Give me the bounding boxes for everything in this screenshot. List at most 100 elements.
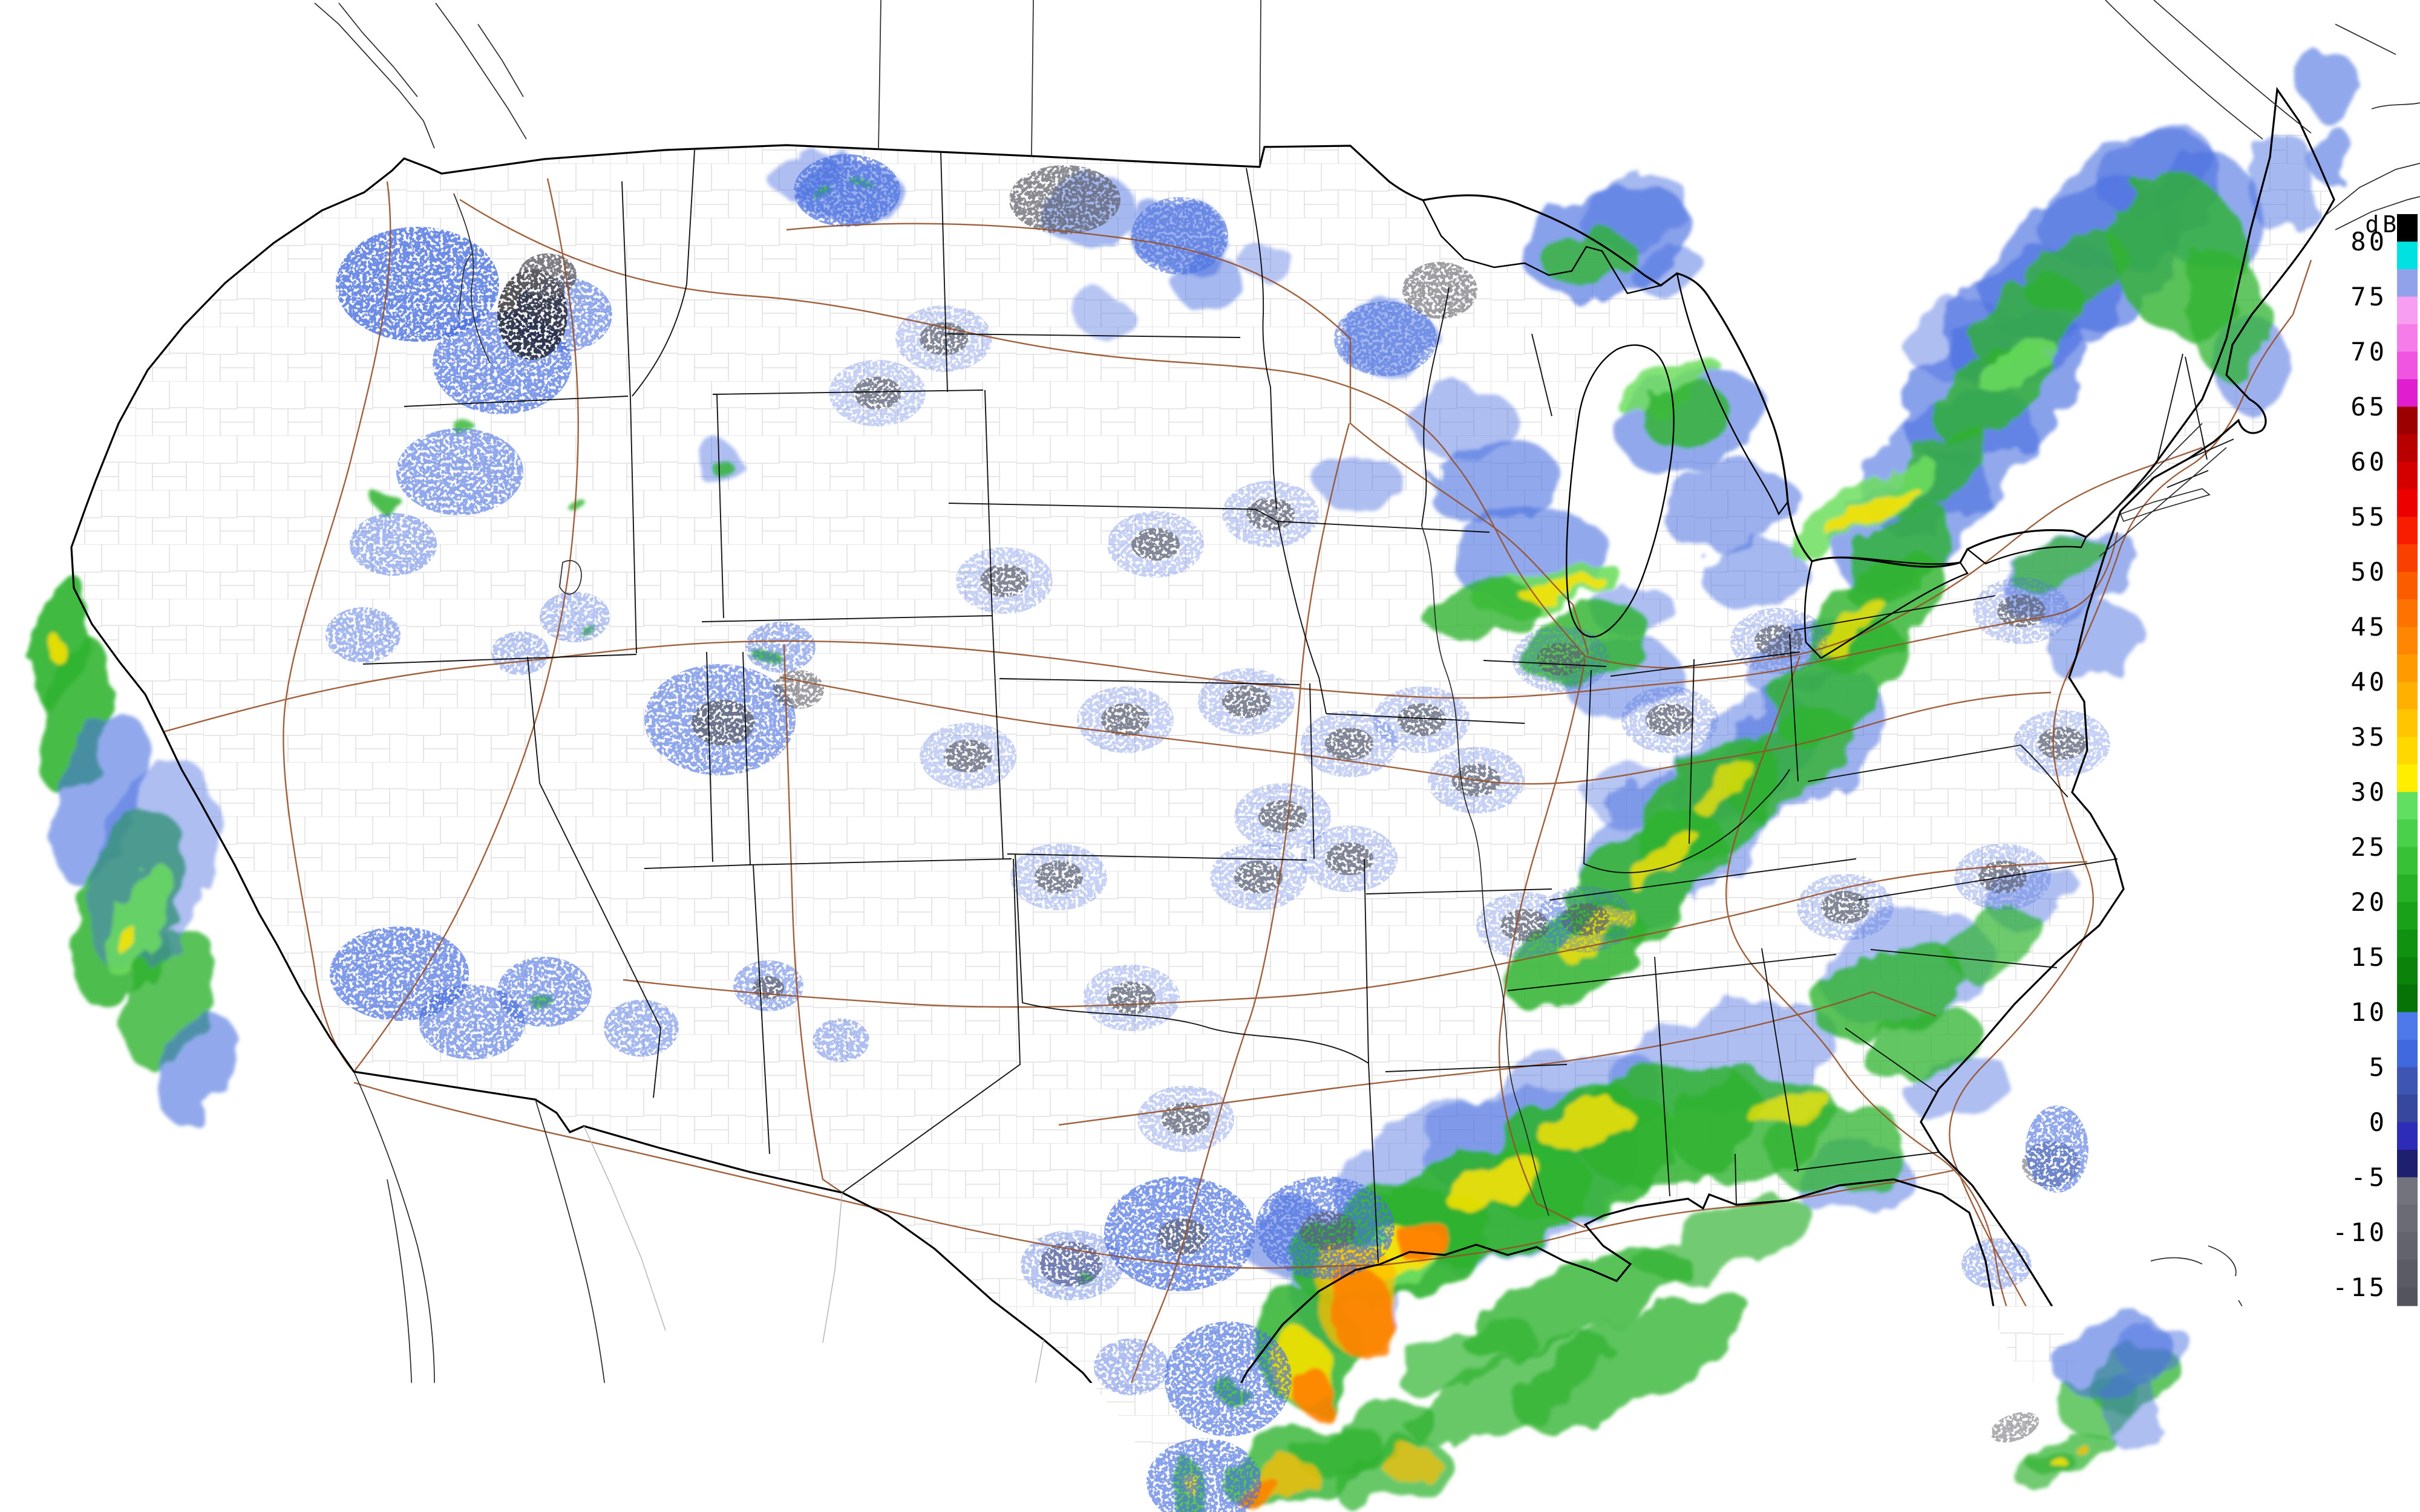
colorbar-tick-label: -5	[2350, 1162, 2387, 1192]
colorbar-tick-label: 20	[2350, 887, 2387, 917]
radar-echo	[1072, 295, 1130, 334]
colorbar-tick-label: -15	[2332, 1272, 2387, 1302]
colorbar-segment	[2397, 709, 2418, 737]
colorbar-segment	[2397, 902, 2418, 930]
radar-echo	[373, 493, 401, 511]
radar-echo	[1021, 1230, 1123, 1300]
colorbar-segment	[2397, 599, 2418, 627]
colorbar-segment	[2397, 820, 2418, 847]
radar-echo	[497, 957, 592, 1027]
colorbar-segment	[2397, 792, 2418, 820]
colorbar-segment	[2397, 847, 2418, 875]
colorbar-segment	[2397, 1453, 2418, 1481]
radar-echo	[708, 458, 732, 474]
niu-logo: NIU Northern Illinois University Your Fu…	[39, 1429, 518, 1510]
colorbar-tick-label: -30	[2332, 1438, 2387, 1467]
colorbar-segment	[2397, 1012, 2418, 1040]
radar-echo	[1131, 197, 1228, 275]
radar-echo	[753, 976, 784, 999]
radar-echo	[1258, 800, 1307, 833]
radar-echo	[396, 428, 523, 515]
radar-echo	[1246, 498, 1295, 530]
radar-echo	[350, 513, 437, 576]
colorbar-segment	[2397, 654, 2418, 682]
colorbar-segment	[2397, 434, 2418, 462]
radar-echo	[853, 377, 901, 409]
university-name: Northern Illinois University	[115, 1441, 518, 1475]
radar-echo	[2098, 1372, 2161, 1447]
radar-echo	[1035, 861, 1083, 893]
radar-echo	[540, 591, 610, 642]
colorbar-tick-label: 50	[2350, 557, 2387, 587]
colorbar-segment	[2397, 1040, 2418, 1067]
radar-echo	[2075, 1444, 2088, 1453]
radar-echo	[1131, 528, 1180, 561]
colorbar-tick-label: 5	[2369, 1052, 2387, 1082]
radar-echo	[1300, 1211, 1356, 1250]
colorbar-segment	[2397, 930, 2418, 957]
colorbar-segment	[2397, 1260, 2418, 1288]
colorbar-segment	[2397, 242, 2418, 270]
radar-echo	[2304, 47, 2355, 122]
colorbar-tick-label: 30	[2350, 777, 2387, 807]
radar-echo	[325, 607, 401, 663]
colorbar-segment	[2397, 1178, 2418, 1205]
radar-echo	[1107, 982, 1156, 1014]
colorbar-tick-label: 75	[2350, 282, 2387, 311]
colorbar-segment	[2397, 1233, 2418, 1260]
radar-mosaic-screen: 80 75 70 65 60 55 50 45 40 35 30 25 20 15 10 5 0 -5 -10 -15…	[0, 0, 2420, 1512]
radar-echo	[491, 631, 549, 675]
radar-echo	[1821, 891, 1869, 924]
colorbar-segment	[2397, 1205, 2418, 1233]
colorbar-segment	[2397, 1067, 2418, 1095]
colorbar-tick-label: 45	[2350, 612, 2387, 642]
radar-echo	[2245, 130, 2317, 233]
radar-echo	[2038, 727, 2086, 760]
colorbar-segment	[2397, 572, 2418, 600]
colorbar-segment	[2397, 1398, 2418, 1426]
radar-echo	[2312, 127, 2356, 190]
radar-echo	[813, 1018, 869, 1062]
colorbar-tick-label: 60	[2350, 447, 2387, 477]
colorbar-segment	[2397, 875, 2418, 902]
colorbar-tick-label: 15	[2350, 942, 2387, 972]
colorbar-segment	[2397, 627, 2418, 655]
radar-echo	[980, 564, 1028, 597]
colorbar-segment	[2397, 1123, 2418, 1150]
colorbar-tick-label: 40	[2350, 667, 2387, 697]
colorbar-segment	[2397, 544, 2418, 572]
colorbar-segment	[2397, 324, 2418, 352]
radar-echo	[1222, 685, 1270, 718]
colorbar-segment	[2397, 517, 2418, 545]
colorbar-segment	[2397, 1095, 2418, 1123]
radar-echo	[745, 622, 816, 673]
radar-echo	[1646, 703, 1694, 736]
radar-echo	[773, 670, 824, 709]
colorbar-segment	[2397, 957, 2418, 985]
colorbar-segment	[2397, 682, 2418, 710]
radar-echo	[1157, 1219, 1208, 1255]
radar-echo	[1239, 241, 1290, 279]
radar-echo	[1997, 595, 2046, 627]
colorbar-segment	[2397, 764, 2418, 792]
colorbar-segment	[2397, 462, 2418, 490]
colorbar-tick-label: 65	[2350, 392, 2387, 422]
radar-echo	[1325, 842, 1373, 875]
colorbar-unit-label: dBZ	[2365, 211, 2418, 238]
colorbar-tick-label: -10	[2332, 1217, 2387, 1247]
colorbar-segment	[2397, 1343, 2418, 1370]
colorbar-segment	[2397, 407, 2418, 435]
shield-niu-label: NIU	[54, 1484, 83, 1502]
niu-shield-icon: NIU	[39, 1429, 99, 1510]
colorbar-segment	[2397, 489, 2418, 517]
radar-echo	[1009, 165, 1120, 234]
radar-echo	[2052, 1458, 2068, 1469]
radar-echo	[794, 154, 900, 227]
colorbar-tick-label: -25	[2332, 1383, 2387, 1412]
colorbar-segment	[2397, 269, 2418, 297]
colorbar-tick-label: 70	[2350, 337, 2387, 367]
colorbar-segment	[2397, 1288, 2418, 1315]
colorbar-tick-label: 55	[2350, 502, 2387, 532]
radar-echo	[944, 740, 992, 772]
radar-echo	[1325, 728, 1373, 760]
